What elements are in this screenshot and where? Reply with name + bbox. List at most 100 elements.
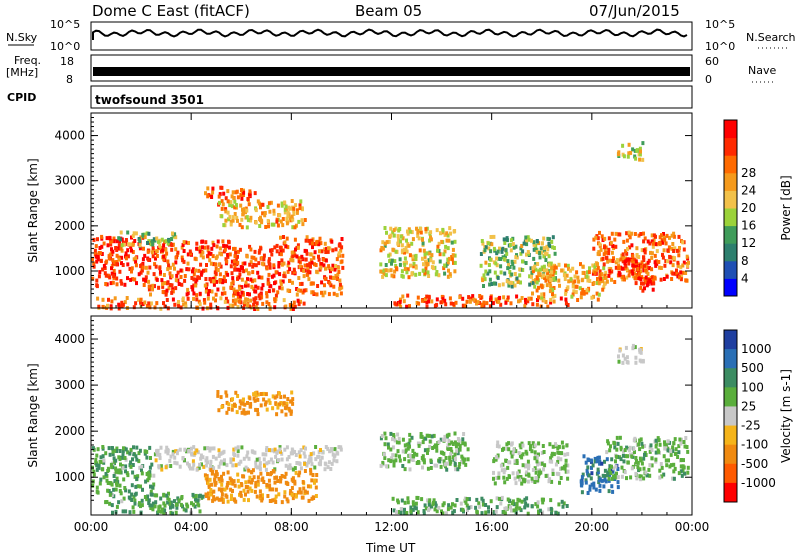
data-cell [533, 466, 537, 471]
data-cell [234, 463, 238, 468]
data-cell [149, 301, 153, 306]
data-cell [501, 246, 505, 251]
data-cell [267, 259, 271, 264]
data-cell [494, 509, 498, 514]
data-cell [267, 478, 271, 483]
data-cell [198, 249, 202, 254]
data-cell [551, 472, 555, 476]
data-cell [458, 447, 462, 452]
data-cell [96, 447, 100, 452]
data-cell [394, 453, 398, 458]
data-cell [237, 284, 241, 289]
data-cell [448, 226, 452, 231]
data-cell [404, 448, 408, 453]
data-cell [474, 505, 478, 510]
colorbar-tick-label: -1000 [741, 476, 776, 490]
data-cell [122, 477, 126, 482]
data-cell [534, 243, 538, 248]
data-cell [339, 445, 343, 450]
data-cell [273, 447, 277, 452]
data-cell [173, 232, 177, 237]
data-cell [510, 454, 514, 459]
data-cell [635, 246, 639, 251]
data-cell [554, 442, 557, 447]
data-cell [246, 401, 249, 405]
data-cell [598, 488, 602, 493]
data-cell [683, 471, 686, 476]
data-cell [232, 287, 236, 292]
data-cell [621, 360, 625, 365]
data-cell [206, 480, 210, 485]
data-cell [411, 500, 415, 505]
data-cell [666, 448, 670, 453]
data-cell [633, 450, 636, 454]
data-cell [426, 498, 430, 503]
data-cell [521, 452, 525, 457]
data-cell [424, 506, 428, 511]
data-cell [528, 282, 532, 287]
data-cell [427, 258, 431, 263]
data-cell [151, 507, 155, 512]
data-cell [226, 210, 230, 215]
data-cell [596, 470, 600, 475]
data-cell [614, 244, 618, 249]
data-cell [254, 407, 258, 412]
data-cell [631, 274, 635, 279]
data-cell [120, 243, 124, 248]
data-cell [428, 238, 432, 243]
data-cell [607, 273, 611, 278]
data-cell [523, 304, 527, 309]
data-cell [124, 256, 128, 261]
data-cell [191, 287, 195, 292]
data-cell [282, 261, 286, 266]
data-cell [231, 298, 235, 303]
data-cell [257, 201, 261, 206]
data-cell [233, 483, 237, 488]
data-cell [313, 478, 317, 483]
data-cell [552, 246, 556, 250]
data-cell [204, 191, 207, 196]
data-cell [141, 232, 145, 237]
data-cell [468, 298, 472, 303]
colorbar-swatch [724, 463, 737, 484]
data-cell [299, 299, 302, 304]
data-cell [143, 449, 147, 454]
data-cell [229, 497, 233, 501]
data-cell [98, 481, 102, 486]
data-cell [515, 471, 519, 476]
data-cell [225, 244, 229, 249]
data-cell [383, 442, 387, 447]
data-cell [642, 476, 646, 481]
data-cell [497, 300, 501, 304]
data-cell [212, 282, 216, 287]
data-cell [152, 482, 156, 487]
data-cell [335, 257, 339, 262]
data-cell [299, 288, 303, 293]
data-cell [658, 242, 662, 247]
data-cell [145, 231, 149, 236]
data-cell [680, 473, 684, 478]
data-cell [448, 461, 452, 466]
data-cell [246, 450, 250, 455]
data-cell [668, 255, 672, 260]
data-cell [634, 471, 638, 476]
data-cell [262, 257, 266, 262]
data-cell [333, 267, 337, 272]
data-cell [280, 500, 284, 505]
data-cell [161, 289, 165, 294]
data-cell [310, 462, 314, 467]
data-cell [610, 468, 614, 473]
data-cell [564, 469, 568, 474]
data-cell [223, 299, 227, 304]
data-cell [559, 457, 563, 462]
data-cell [141, 257, 145, 262]
data-cell [264, 400, 268, 405]
data-cell [124, 238, 128, 242]
data-cell [291, 258, 295, 263]
data-cell [312, 241, 316, 246]
data-cell [168, 265, 172, 270]
data-cell [589, 458, 593, 463]
data-cell [263, 213, 267, 218]
data-cell [233, 212, 237, 216]
